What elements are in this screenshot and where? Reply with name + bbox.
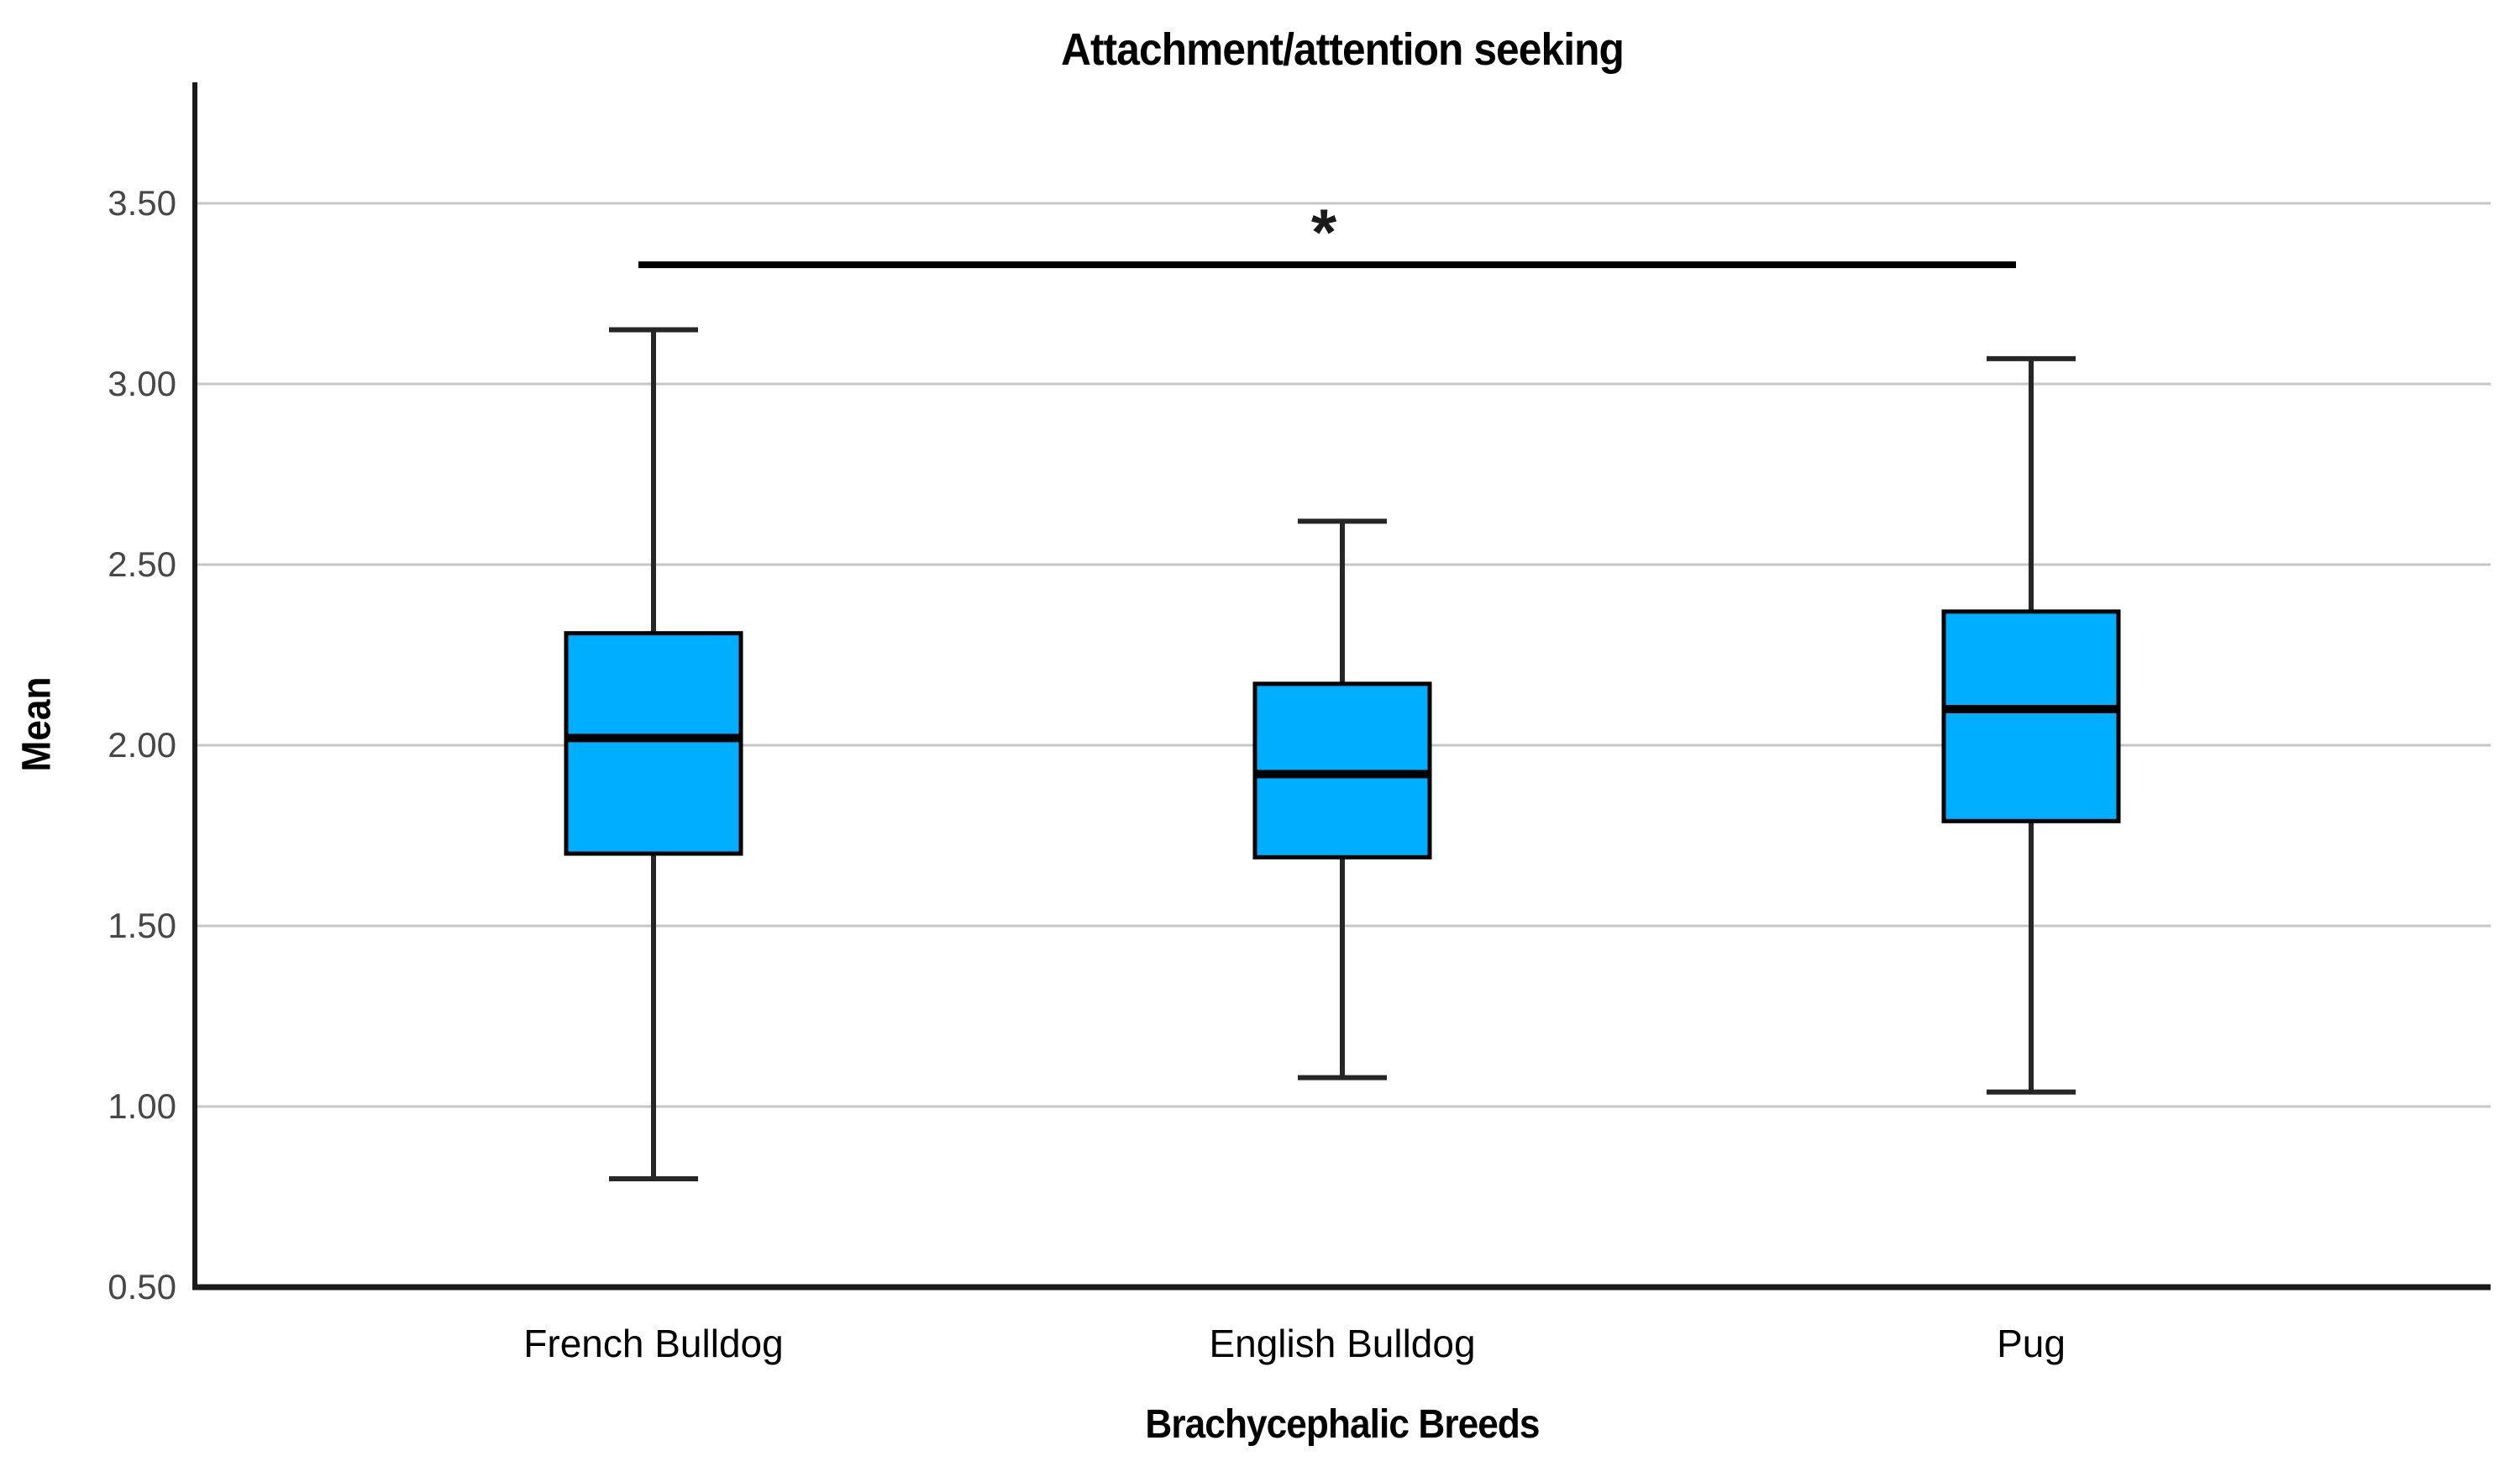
significance-asterisk: *	[1311, 195, 1337, 269]
y-tick-label: 1.00	[108, 1086, 176, 1126]
box-pug	[1941, 609, 2121, 823]
chart-title: Attachment/attention seeking	[1061, 24, 1625, 75]
y-tick-label: 2.50	[108, 544, 176, 584]
y-tick-label: 3.50	[108, 183, 176, 223]
box-french-bulldog	[564, 631, 743, 856]
y-tick-label: 1.50	[108, 906, 176, 945]
x-category-label-french-bulldog: French Bulldog	[523, 1322, 783, 1365]
x-axis-title: Brachycephalic Breeds	[1145, 1402, 1540, 1447]
x-category-label-english-bulldog: English Bulldog	[1209, 1322, 1475, 1365]
y-tick-label: 2.00	[108, 725, 176, 765]
x-category-label-pug: Pug	[1997, 1322, 2066, 1365]
y-tick-label: 0.50	[108, 1267, 176, 1306]
y-tick-label: 3.00	[108, 364, 176, 403]
